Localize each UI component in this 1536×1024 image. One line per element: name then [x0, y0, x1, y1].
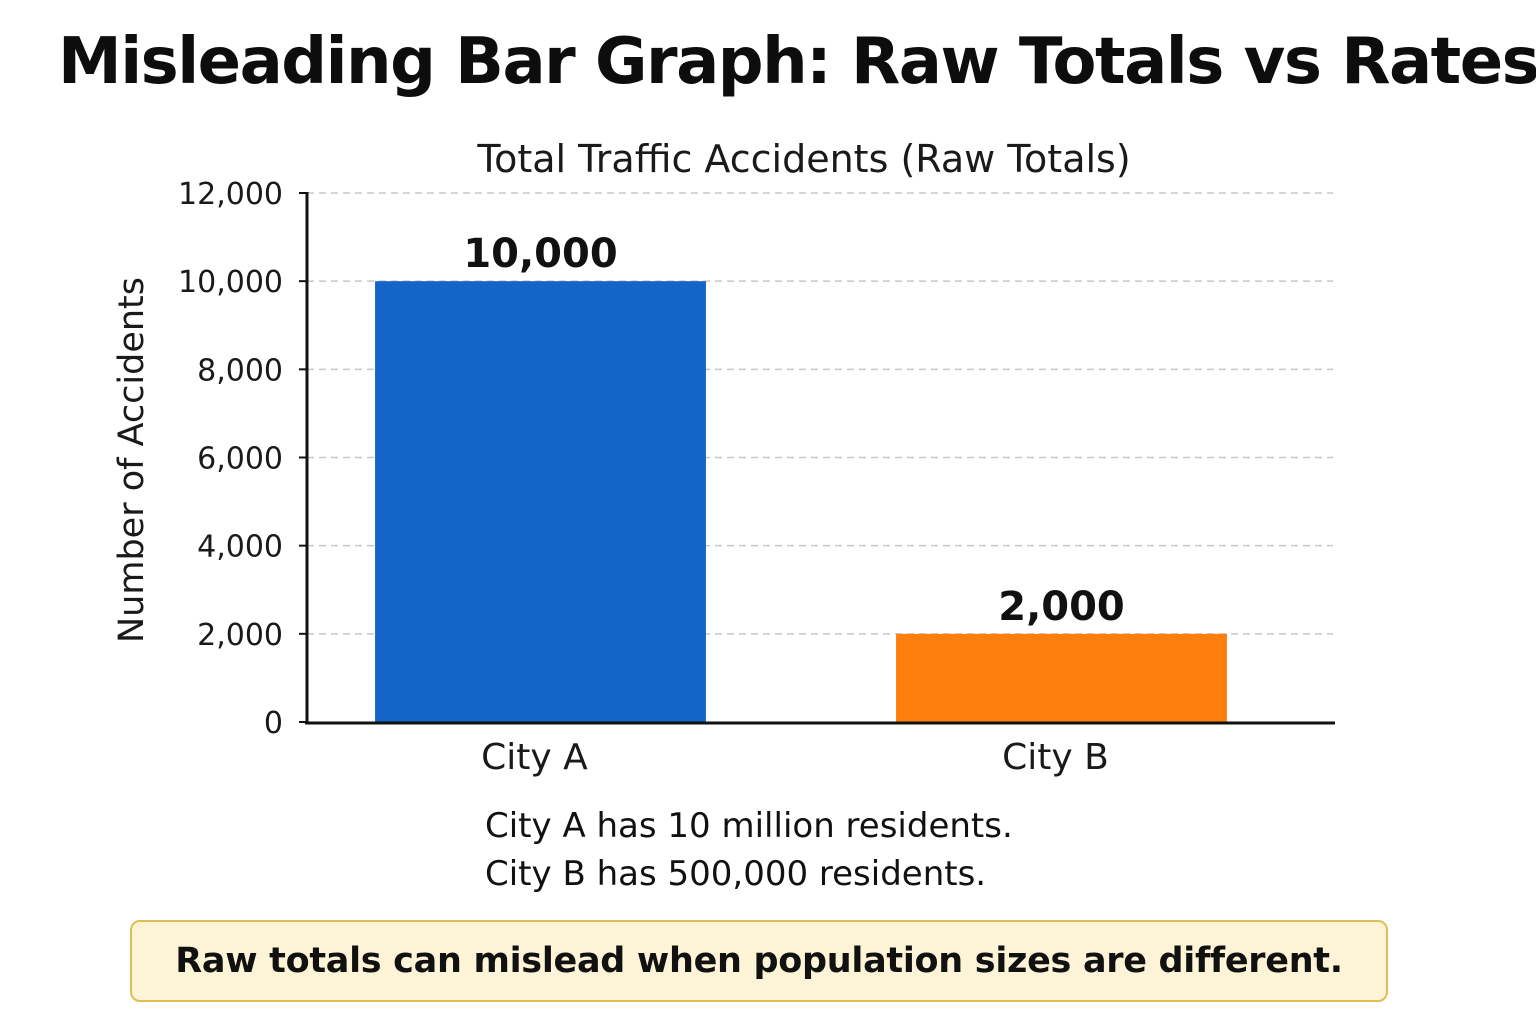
note-city-b-population: City B has 500,000 residents. [485, 854, 987, 894]
callout-text: Raw totals can mislead when population s… [175, 941, 1343, 981]
chart-title: Total Traffic Accidents (Raw Totals) [476, 137, 1130, 181]
data-label-city-b: 2,000 [998, 584, 1125, 630]
bar-chart: Total Traffic Accidents (Raw Totals) 0 2,… [112, 137, 1335, 778]
bars [375, 281, 1227, 722]
x-axis-ticks: City A City B [481, 737, 1109, 778]
y-tick-label: 10,000 [178, 265, 283, 300]
note-city-a-population: City A has 10 million residents. [485, 806, 1013, 846]
y-tick-label: 2,000 [197, 618, 283, 653]
callout-box: Raw totals can mislead when population s… [130, 920, 1388, 1002]
data-label-city-a: 10,000 [463, 231, 617, 277]
x-tick-label-city-a: City A [481, 737, 588, 778]
x-tick-label-city-b: City B [1002, 737, 1109, 778]
y-tick-label: 0 [264, 706, 283, 741]
y-axis-ticks: 0 2,000 4,000 6,000 8,000 10,000 12,000 [178, 177, 307, 741]
page-title: Misleading Bar Graph: Raw Totals vs Rate… [58, 25, 1536, 99]
y-tick-label: 4,000 [197, 530, 283, 565]
y-tick-label: 6,000 [197, 442, 283, 477]
y-tick-label: 12,000 [178, 177, 283, 212]
data-labels: 10,000 2,000 [463, 231, 1124, 630]
y-axis-label: Number of Accidents [112, 277, 152, 643]
bar-city-b [896, 633, 1227, 722]
bar-city-a [375, 281, 706, 722]
y-tick-label: 8,000 [197, 353, 283, 388]
